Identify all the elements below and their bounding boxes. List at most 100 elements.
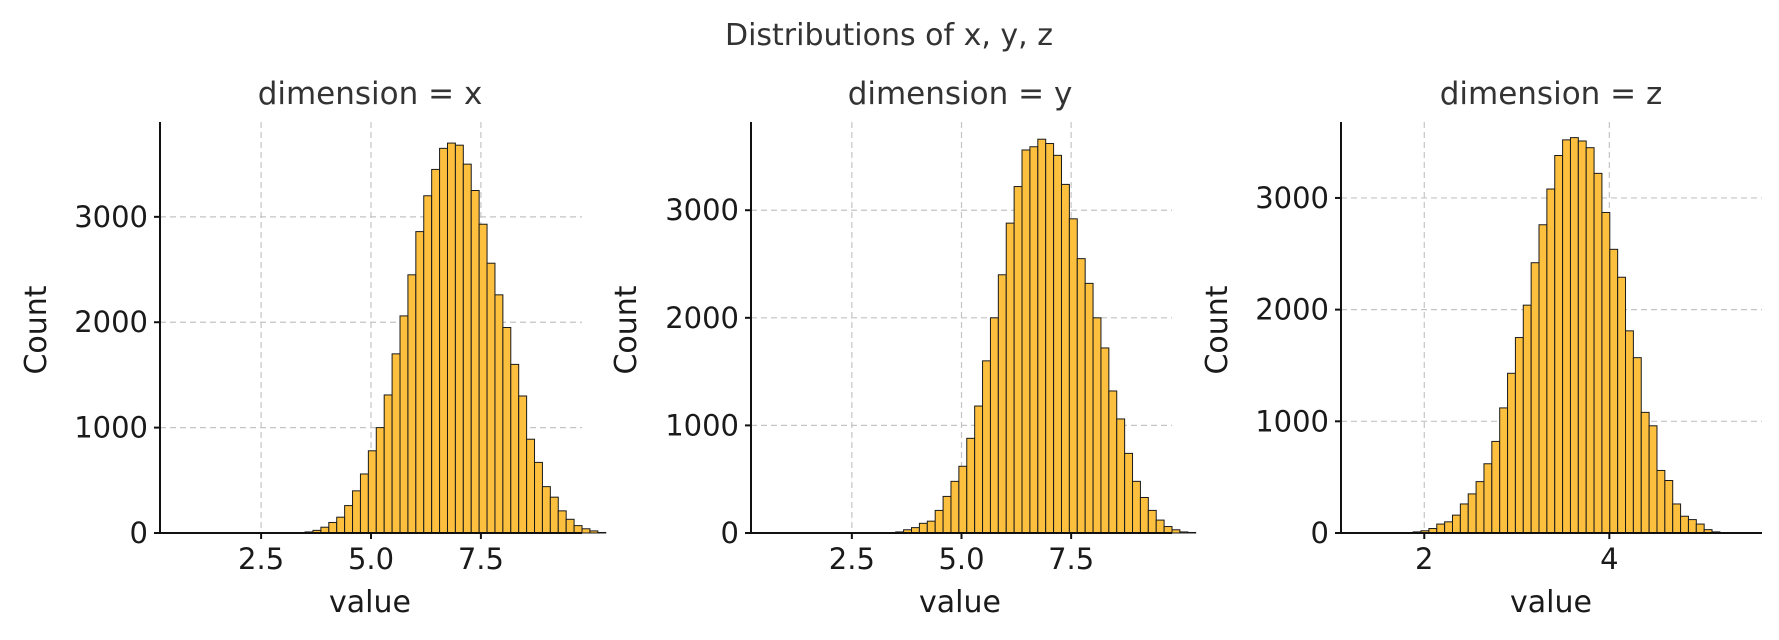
histogram-bar — [1554, 155, 1564, 534]
x-tick-label: 5.0 — [348, 542, 394, 576]
histogram-bar — [1632, 357, 1642, 534]
histogram-bar — [1124, 452, 1134, 534]
histogram-bar — [1037, 138, 1047, 534]
histogram-bar — [1084, 282, 1094, 534]
histogram-bar — [1187, 531, 1197, 534]
histogram-bar — [1092, 317, 1102, 534]
histogram-bar — [1577, 140, 1587, 534]
histogram-bar — [1514, 337, 1524, 534]
histogram-bar — [1060, 183, 1070, 534]
histogram-bar — [1467, 493, 1477, 534]
histogram-bar — [423, 195, 433, 534]
histogram-bar — [1179, 531, 1189, 534]
histogram-bar — [399, 315, 409, 534]
histogram-bar — [1475, 481, 1485, 534]
histogram-bar — [1687, 519, 1697, 534]
histogram-bar — [1029, 146, 1039, 534]
histogram-bar — [407, 274, 417, 534]
histogram-bar — [1562, 139, 1571, 534]
panel-title: dimension = y — [848, 76, 1073, 112]
histogram-bar — [934, 509, 944, 534]
histogram-bar — [344, 505, 354, 534]
histogram-bar — [336, 516, 346, 534]
histogram-bars — [304, 142, 607, 534]
histogram-bar — [526, 438, 536, 534]
histogram-bar — [966, 437, 976, 534]
y-tick-label: 2000 — [74, 305, 148, 339]
histogram-bar — [1068, 218, 1078, 534]
y-tick-label: 0 — [721, 516, 739, 550]
x-tick-label: 2.5 — [829, 542, 875, 576]
histogram-bars — [1412, 137, 1721, 534]
y-tick-label: 0 — [1311, 516, 1329, 550]
histogram-bar — [942, 495, 952, 534]
histogram-bar — [454, 144, 464, 534]
panel-title: dimension = x — [258, 76, 483, 112]
histogram-bar — [478, 223, 488, 534]
histogram-bar — [1483, 463, 1493, 534]
x-tick-label: 7.5 — [1048, 542, 1094, 576]
histogram-bar — [589, 530, 599, 534]
y-axis-label: Count — [609, 285, 644, 374]
histogram-bar — [1132, 480, 1141, 534]
histogram-bar — [557, 510, 567, 534]
histogram-bar — [359, 473, 369, 534]
histogram-bar — [1640, 411, 1650, 534]
histogram-bar — [989, 317, 999, 534]
histogram-bar — [1695, 523, 1705, 534]
histogram-bar — [982, 360, 991, 534]
x-tick-label: 4 — [1600, 542, 1618, 576]
x-tick-label: 7.5 — [458, 542, 504, 576]
histogram-bar — [1522, 304, 1532, 534]
histogram-bar — [1100, 347, 1110, 534]
histogram-bar — [1680, 515, 1689, 534]
histogram-bar — [1139, 496, 1149, 534]
histogram-bar — [1451, 514, 1461, 534]
y-tick-label: 1000 — [665, 408, 739, 442]
histogram-bar — [1585, 147, 1595, 534]
x-tick-label: 5.0 — [938, 542, 984, 576]
histogram-bar — [541, 486, 551, 534]
histogram-bar — [1538, 224, 1548, 534]
histogram-bar — [549, 496, 559, 534]
y-tick-label: 2000 — [1255, 293, 1329, 327]
histogram-bar — [1436, 523, 1446, 534]
histogram-bar — [1053, 154, 1062, 534]
x-axis-label: value — [1510, 585, 1592, 620]
histogram-bar — [1013, 186, 1023, 534]
y-tick-label: 2000 — [665, 301, 739, 335]
histogram-bar — [950, 480, 960, 534]
histogram-bar — [1491, 440, 1501, 534]
histogram-bar — [974, 405, 984, 534]
panel-title: dimension = z — [1440, 76, 1663, 112]
histogram-bar — [1499, 407, 1509, 534]
histogram-bar — [1021, 149, 1031, 534]
histogram-bar — [462, 163, 472, 534]
histogram-bar — [1609, 248, 1619, 534]
y-tick-label: 1000 — [1255, 404, 1329, 438]
histogram-bar — [494, 294, 504, 534]
y-tick-label: 0 — [130, 516, 148, 550]
histogram-bar — [918, 522, 928, 534]
histogram-bar — [1459, 503, 1469, 534]
x-tick-label: 2.5 — [238, 542, 284, 576]
figure-suptitle: Distributions of x, y, z — [725, 18, 1053, 53]
histogram-bar — [926, 520, 936, 534]
y-tick-label: 3000 — [74, 200, 148, 234]
histogram-bar — [1171, 529, 1181, 534]
histogram-bar — [1155, 519, 1165, 534]
y-axis-label: Count — [1200, 285, 1235, 374]
histogram-bar — [1507, 372, 1516, 534]
histogram-bar — [997, 274, 1007, 534]
histogram-bar — [1625, 330, 1634, 534]
histogram-bar — [1648, 425, 1658, 534]
x-tick-label: 2 — [1415, 542, 1433, 576]
y-axis-label: Count — [19, 285, 54, 374]
histogram-bar — [502, 327, 512, 534]
histogram-bar — [391, 353, 401, 534]
panel-dimension-y: dimension = y 2.5 5.0 7.5 0 1000 2000 3000 val… — [609, 76, 1197, 620]
histogram-bar — [446, 142, 456, 534]
histogram-bar — [510, 363, 520, 534]
histogram-bar — [518, 395, 528, 534]
